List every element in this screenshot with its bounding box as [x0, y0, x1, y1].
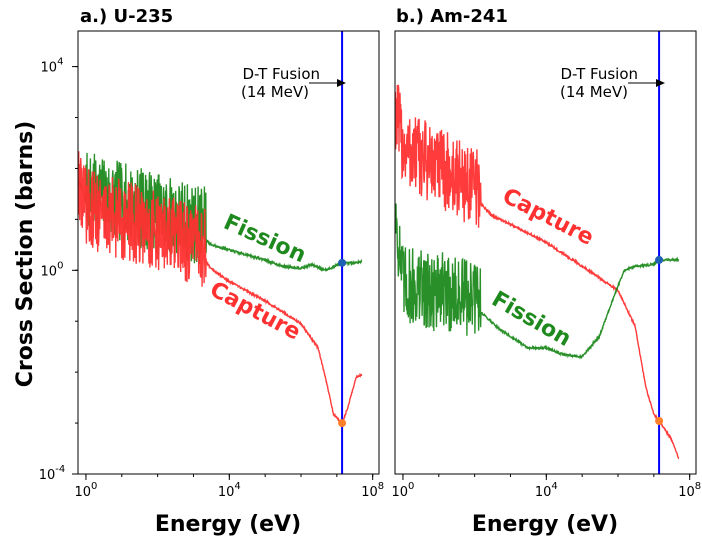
x-tick-label: 104	[535, 481, 558, 500]
x-tick-label: 100	[74, 481, 97, 500]
y-tick-label: 100	[41, 260, 64, 279]
panel-b-title: b.) Am-241	[396, 6, 508, 27]
panel-a-fission-marker	[338, 258, 347, 267]
panel-a-plot-area	[78, 31, 363, 474]
panel-b-annotation-line1: D-T Fusion	[561, 65, 639, 83]
y-tick-label: 10-4	[39, 464, 66, 483]
panel-b-plot-area	[395, 31, 680, 474]
panel-a: a.) U-235 100 104 108 10-4 100 104 Energy (eV…	[39, 6, 384, 537]
panel-a-capture-curve	[78, 151, 363, 424]
y-axis-label: Cross Section (barns)	[13, 121, 38, 388]
panel-b-frame	[394, 30, 697, 475]
panel-b-capture-label: Capture	[498, 184, 597, 251]
panel-a-title: a.) U-235	[80, 6, 173, 27]
panel-b-capture-marker	[655, 416, 664, 425]
panel-a-arrowhead	[337, 79, 346, 87]
panel-a-frame	[77, 30, 380, 475]
panel-a-annotation-line2: (14 MeV)	[241, 83, 309, 101]
panel-b-fission-curve	[395, 203, 680, 360]
panel-b: b.) Am-241 100 104 108 Energy (eV) D-T Fus…	[391, 6, 701, 537]
panel-b-annotation-line2: (14 MeV)	[560, 83, 628, 101]
x-tick-label: 108	[361, 481, 384, 500]
panel-a-capture-label: Capture	[206, 277, 305, 345]
panel-a-x-axis-label: Energy (eV)	[155, 512, 301, 537]
panel-a-capture-marker	[338, 419, 347, 428]
panel-b-x-axis-label: Energy (eV)	[472, 512, 618, 537]
panel-b-fission-label: Fission	[487, 287, 575, 352]
panel-a-markers	[338, 258, 347, 428]
x-tick-label: 108	[678, 481, 701, 500]
panel-b-fission-marker	[655, 255, 664, 264]
x-tick-label: 100	[391, 481, 414, 500]
panel-a-ticks: 100 104 108 10-4 100 104	[39, 57, 384, 500]
panel-b-arrowhead	[656, 79, 665, 87]
panel-a-annotation-line1: D-T Fusion	[243, 65, 321, 83]
panel-b-capture-curve	[395, 84, 680, 460]
x-tick-label: 104	[218, 481, 241, 500]
y-tick-label: 104	[41, 57, 64, 76]
panel-b-ticks: 100 104 108	[391, 474, 701, 500]
panel-b-markers	[655, 255, 664, 425]
